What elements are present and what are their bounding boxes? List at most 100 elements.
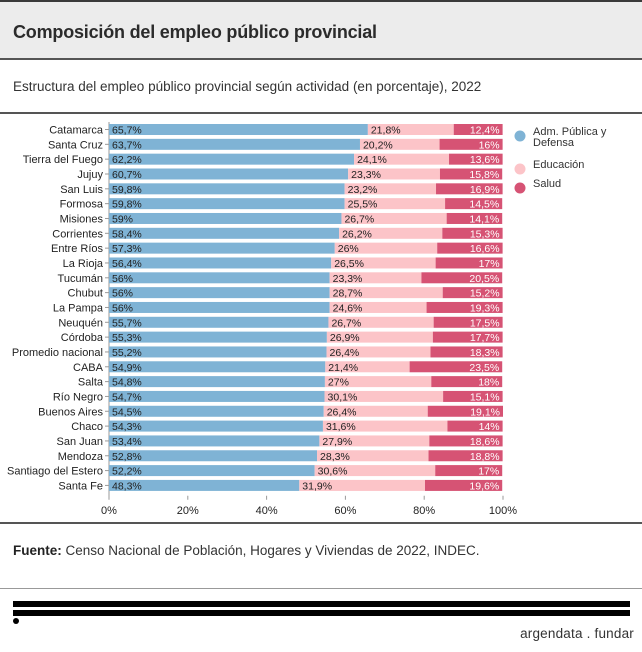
data-label: 23,3% (333, 273, 363, 285)
category-label: Promedio nacional (12, 347, 103, 359)
bar-segment-educaci-n (344, 198, 446, 210)
data-label: 48,3% (112, 480, 142, 492)
data-label: 26,9% (330, 332, 360, 344)
category-label: Catamarca (49, 125, 104, 137)
data-label: 31,6% (326, 421, 356, 433)
bar-segment-salud (449, 153, 503, 165)
header-bar: Composición del empleo público provincia… (0, 0, 642, 60)
category-label: Mendoza (58, 451, 104, 463)
data-label: 60,7% (112, 169, 142, 181)
data-label: 15,8% (469, 169, 499, 181)
bar-segment-salud (430, 346, 503, 358)
bar-segment-salud (447, 420, 503, 432)
bar-segment-educaci-n (299, 479, 425, 491)
category-label: La Rioja (63, 258, 104, 270)
data-label: 25,5% (348, 199, 378, 211)
bar-segment-adm-p-blica-y-defensa (109, 272, 330, 284)
data-label: 56% (112, 288, 133, 300)
data-label: 18,8% (470, 451, 500, 463)
bar-segment-educaci-n (314, 465, 436, 477)
data-label: 53,4% (112, 436, 142, 448)
brand-logo: argendata . fundar (520, 626, 634, 641)
data-label: 55,2% (112, 347, 142, 359)
bar-segment-salud (427, 405, 503, 417)
legend-label: Adm. Pública y (533, 126, 607, 138)
data-label: 54,7% (112, 391, 142, 403)
bar-segment-salud (453, 124, 503, 135)
data-label: 54,8% (112, 377, 142, 389)
data-label: 58,4% (112, 228, 142, 240)
bar-segment-educaci-n (325, 361, 410, 373)
bar-segment-educaci-n (324, 390, 444, 402)
data-label: 59,8% (112, 199, 142, 211)
bar-segment-adm-p-blica-y-defensa (109, 316, 329, 328)
legend-label: Educación (533, 159, 584, 171)
category-label: Santiago del Estero (7, 466, 103, 478)
bar-segment-salud (445, 198, 503, 210)
x-tick-label: 80% (413, 505, 435, 517)
brand-stripe (13, 610, 630, 616)
x-tick-label: 60% (334, 505, 356, 517)
category-label: Chaco (71, 421, 103, 433)
bar-segment-adm-p-blica-y-defensa (109, 450, 318, 462)
bar-segment-salud (443, 390, 503, 402)
bar-segment-adm-p-blica-y-defensa (109, 301, 330, 313)
bar-segment-salud (421, 272, 503, 284)
bar-segment-adm-p-blica-y-defensa (109, 198, 345, 210)
bar-segment-salud (439, 168, 503, 180)
divider (0, 522, 642, 524)
bar-segment-educaci-n (317, 450, 429, 462)
bar-segment-adm-p-blica-y-defensa (109, 390, 325, 402)
legend-swatch-icon (514, 182, 526, 194)
brand-stripe (13, 601, 630, 607)
category-label: Tierra del Fuego (23, 154, 103, 166)
page-title: Composición del empleo público provincia… (13, 22, 377, 42)
bar-segment-educaci-n (322, 420, 448, 432)
data-label: 24,1% (357, 154, 387, 166)
data-label: 23,2% (348, 184, 378, 196)
data-label: 54,3% (112, 421, 142, 433)
bar-segment-salud (442, 227, 503, 239)
category-label: Santa Fe (58, 480, 103, 492)
bar-segment-adm-p-blica-y-defensa (109, 346, 327, 358)
data-label: 30,6% (318, 466, 348, 478)
category-label: Formosa (60, 199, 104, 211)
data-label: 26,5% (334, 258, 364, 270)
data-label: 27,9% (322, 436, 352, 448)
bar-segment-salud (437, 242, 503, 254)
data-label: 18,3% (470, 347, 500, 359)
data-label: 57,3% (112, 243, 142, 255)
bar-segment-educaci-n (348, 168, 440, 180)
data-label: 59% (112, 213, 133, 225)
data-label: 14,5% (469, 199, 499, 211)
x-tick-label: 100% (489, 505, 517, 517)
source-label: Fuente: (13, 543, 62, 558)
data-label: 28,3% (320, 451, 350, 463)
brand-dot (13, 618, 19, 624)
bar-segment-adm-p-blica-y-defensa (109, 361, 326, 373)
data-label: 63,7% (112, 139, 142, 151)
x-tick-label: 20% (177, 505, 199, 517)
data-label: 17% (479, 258, 500, 270)
data-label: 21,8% (371, 125, 401, 137)
bar-segment-adm-p-blica-y-defensa (109, 124, 368, 135)
data-label: 19,3% (470, 302, 500, 314)
data-label: 54,5% (112, 406, 142, 418)
data-label: 20,5% (469, 273, 499, 285)
data-label: 14,1% (469, 213, 499, 225)
data-label: 31,9% (302, 480, 332, 492)
bar-segment-adm-p-blica-y-defensa (109, 465, 315, 477)
data-label: 16,6% (470, 243, 500, 255)
source-note: Fuente: Censo Nacional de Población, Hog… (13, 543, 480, 558)
category-label: San Juan (57, 436, 103, 448)
data-label: 17,5% (470, 317, 500, 329)
data-label: 55,7% (112, 317, 142, 329)
bar-segment-salud (442, 287, 503, 299)
data-label: 52,8% (112, 451, 142, 463)
data-label: 26,4% (329, 347, 359, 359)
bar-segment-adm-p-blica-y-defensa (109, 479, 300, 491)
data-label: 54,9% (112, 362, 142, 374)
data-label: 18% (478, 377, 499, 389)
legend-label: Salud (533, 178, 561, 190)
bar-segment-adm-p-blica-y-defensa (109, 420, 323, 432)
